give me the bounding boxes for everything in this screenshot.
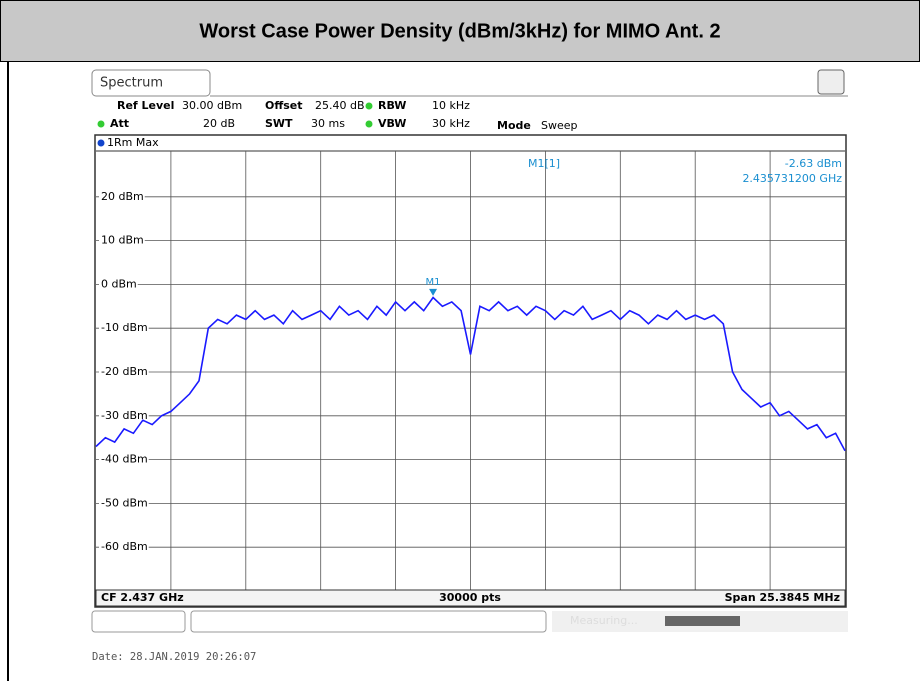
setting-label: Mode (497, 119, 531, 132)
label-bg (99, 321, 149, 335)
label-bg (99, 496, 149, 510)
status-text: Measuring... (570, 614, 638, 627)
y-tick-label: 10 dBm (101, 234, 144, 247)
label-bg (99, 540, 149, 554)
label-bg (99, 189, 145, 203)
label-bg (99, 452, 149, 466)
setting-value: 10 kHz (432, 99, 470, 112)
indicator (365, 102, 373, 110)
date: Date: 28.JAN.2019 20:26:07 (92, 651, 256, 663)
footer-text: CF 2.437 GHz (101, 591, 184, 604)
footer-text: 30000 pts (439, 591, 501, 604)
label-bg (99, 365, 149, 378)
marker-readout: M1[1] (528, 157, 560, 170)
y-tick-label: -40 dBm (101, 453, 148, 466)
y-tick-label: 20 dBm (101, 190, 144, 203)
title-bar (0, 0, 920, 62)
setting-label: VBW (378, 117, 406, 130)
setting-value: 30 kHz (432, 117, 470, 130)
setting-label: Ref Level (117, 99, 174, 112)
progress (665, 616, 740, 626)
y-tick-label: 0 dBm (101, 277, 137, 290)
settings-icon[interactable] (817, 69, 845, 95)
setting-value: 20 dB (203, 117, 235, 130)
label-bg (99, 408, 149, 422)
trace-indicator (97, 139, 105, 147)
setting-value: 30.00 dBm (182, 99, 242, 112)
status-box (190, 610, 547, 633)
title: Worst Case Power Density (dBm/3kHz) for … (199, 20, 720, 42)
indicator (365, 120, 373, 128)
footer-text: Span 25.3845 MHz (725, 591, 840, 604)
setting-value: 30 ms (311, 117, 345, 130)
tab-label: Spectrum (100, 76, 163, 91)
marker (429, 288, 438, 296)
tab[interactable] (91, 69, 211, 97)
trace (95, 296, 846, 452)
footer-bar (95, 589, 846, 607)
setting-label: RBW (378, 99, 406, 112)
setting-label: SWT (265, 117, 293, 130)
y-tick-label: -10 dBm (101, 321, 148, 334)
setting-value: Sweep (541, 119, 578, 132)
marker-name: M1 (426, 277, 441, 288)
status-box (91, 610, 186, 633)
label-bg (99, 233, 145, 247)
y-tick-label: -60 dBm (101, 540, 148, 553)
trace-label: 1Rm Max (107, 136, 159, 149)
y-tick-label: -20 dBm (101, 365, 148, 378)
marker-readout: 2.435731200 GHz (742, 172, 842, 185)
setting-label: Att (110, 117, 129, 130)
indicator (97, 120, 105, 128)
label-bg (99, 277, 138, 291)
y-tick-label: -30 dBm (101, 409, 148, 422)
setting-label: Offset (265, 99, 303, 112)
y-tick-label: -50 dBm (101, 496, 148, 509)
marker-readout: -2.63 dBm (785, 157, 842, 170)
setting-value: 25.40 dB (315, 99, 365, 112)
